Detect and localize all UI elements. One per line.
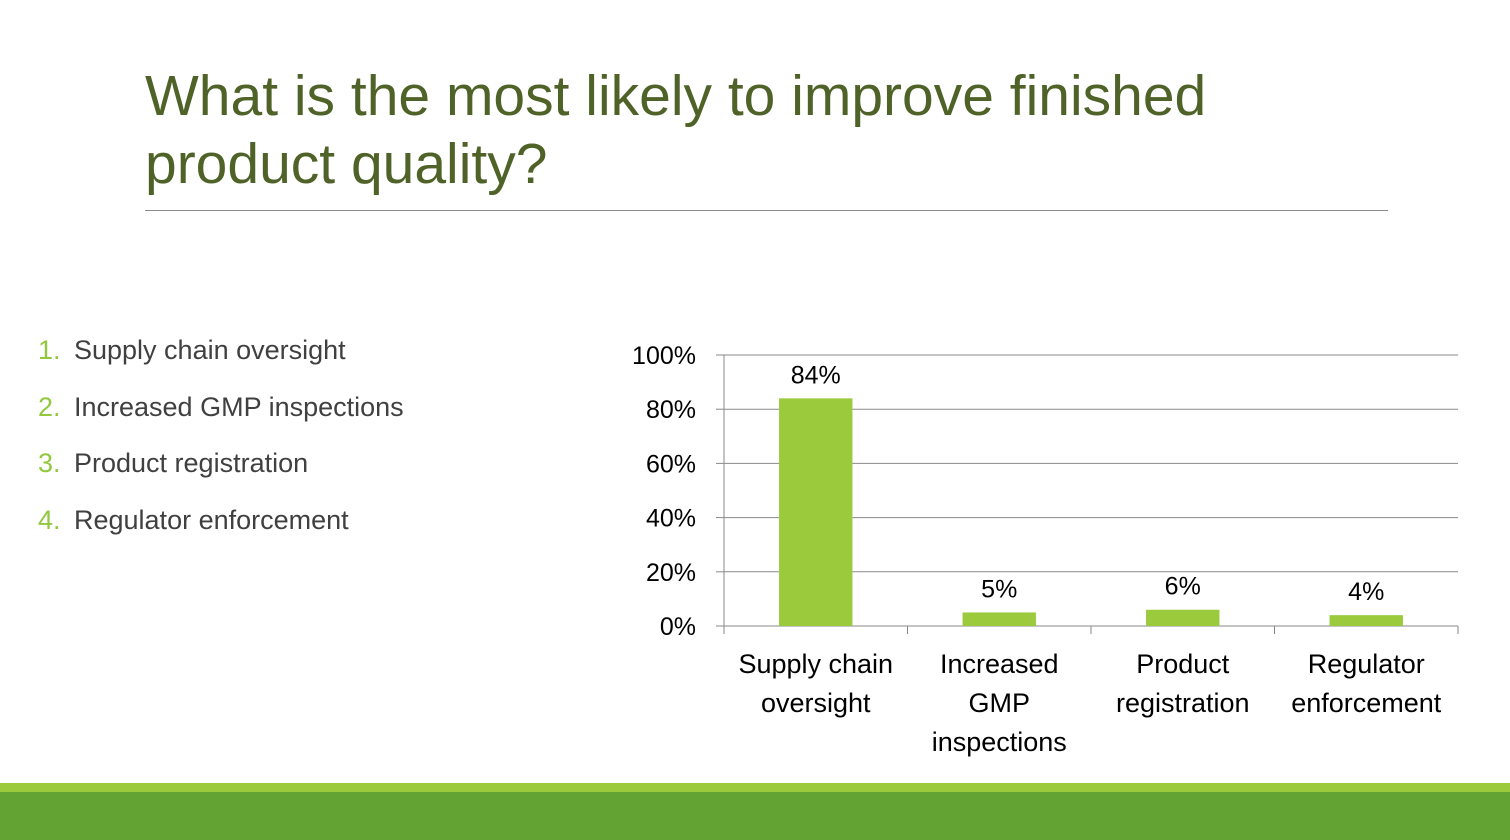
footer-accent-stripe [0, 783, 1510, 792]
x-tick-label: registration [1116, 688, 1250, 718]
bar [962, 612, 1036, 626]
data-label: 4% [1348, 578, 1384, 606]
bar-chart: 0% 20% 40% 60% 80% 100% 84% Supply chain oversig… [600, 330, 1480, 775]
x-tick-label: inspections [932, 727, 1067, 757]
y-tick-label: 80% [646, 396, 696, 424]
data-label: 6% [1165, 573, 1201, 601]
list-item-number: 1. [38, 335, 61, 365]
list-item-label: Regulator enforcement [74, 504, 349, 535]
y-tick-label: 0% [660, 613, 696, 641]
title-divider [145, 210, 1388, 211]
y-tick-label: 20% [646, 559, 696, 587]
x-tick-label: Supply chain [738, 649, 893, 679]
x-tick-label: Increased [940, 649, 1059, 679]
list-item-label: Supply chain oversight [74, 335, 346, 365]
list-item-number: 2. [38, 391, 61, 422]
footer-band [0, 792, 1510, 840]
list-item-number: 4. [38, 504, 61, 535]
x-tick-label: enforcement [1291, 688, 1442, 718]
list-item: 2. Increased GMP inspections [38, 389, 404, 446]
list-item-label: Product registration [74, 448, 309, 478]
list-item: 3. Product registration [38, 445, 404, 502]
y-tick-label: 40% [646, 505, 696, 533]
x-tick-label: oversight [761, 688, 871, 718]
data-label: 5% [981, 575, 1017, 603]
list-item: 1. Supply chain oversight [38, 332, 404, 389]
y-tick-label: 60% [646, 450, 696, 478]
x-tick-label: GMP [968, 688, 1030, 718]
data-label: 84% [791, 361, 841, 389]
slide-title: What is the most likely to improve finis… [145, 64, 1207, 196]
answer-options-list: 1. Supply chain oversight 2. Increased GMP… [38, 332, 404, 558]
list-item: 4. Regulator enforcement [38, 502, 404, 559]
x-tick-label: Product [1136, 649, 1230, 679]
bar [779, 398, 853, 626]
bar [1146, 609, 1220, 626]
list-item-number: 3. [38, 448, 61, 478]
bar [1329, 615, 1403, 626]
bar-chart-svg: 0% 20% 40% 60% 80% 100% 84% Supply chain oversig… [632, 342, 1459, 757]
x-tick-label: Regulator [1308, 649, 1425, 679]
list-item-label: Increased GMP inspections [74, 391, 404, 422]
y-tick-label: 100% [632, 342, 696, 370]
